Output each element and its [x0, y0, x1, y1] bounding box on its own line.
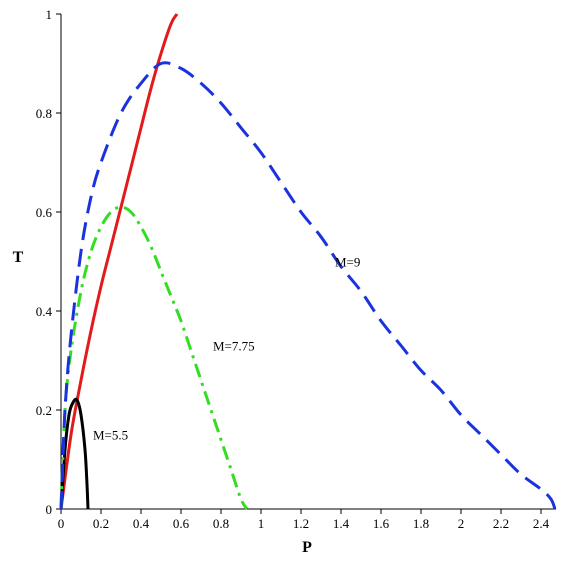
x-tick-label: 0.4 [133, 516, 150, 531]
annotation-label: M=7.75 [213, 339, 255, 354]
y-axis-title: T [13, 249, 24, 266]
y-tick-label: 0 [46, 502, 53, 517]
x-tick-label: 2.4 [533, 516, 550, 531]
x-axis-title: P [302, 539, 312, 556]
x-tick-label: 0.2 [93, 516, 109, 531]
series-m-9 [59, 61, 557, 510]
x-tick-label: 0 [58, 516, 65, 531]
x-tick-label: 2.2 [493, 516, 509, 531]
y-tick-label: 0.6 [36, 205, 53, 220]
series-m-5-5 [59, 397, 90, 510]
axes: 0 0.2 0.4 0.6 0.8 1 1.2 1.4 1.6 1.8 2 2.2 2.4 0 0.2 0.4… [36, 7, 556, 531]
x-tick-label: 1.2 [293, 516, 309, 531]
x-tick-label: 1.6 [373, 516, 390, 531]
x-tick-label: 1 [258, 516, 265, 531]
y-tick-label: 0.4 [36, 304, 53, 319]
y-tick-label: 0.8 [36, 106, 52, 121]
y-tick-label: 0.2 [36, 403, 52, 418]
x-tick-label: 2 [458, 516, 465, 531]
series-line-red [59, 13, 179, 510]
series-m-7-75 [59, 205, 249, 510]
annotation-label: M=9 [335, 254, 360, 269]
x-tick-label: 0.6 [173, 516, 190, 531]
x-tick-label: 0.8 [213, 516, 229, 531]
series-layer [59, 13, 557, 510]
x-tick-label: 1.4 [333, 516, 350, 531]
annotation-label: M=5.5 [93, 428, 128, 443]
x-tick-label: 1.8 [413, 516, 429, 531]
y-tick-label: 1 [46, 7, 53, 22]
annotation-layer: M=9 M=7.75 M=5.5 [93, 254, 360, 442]
